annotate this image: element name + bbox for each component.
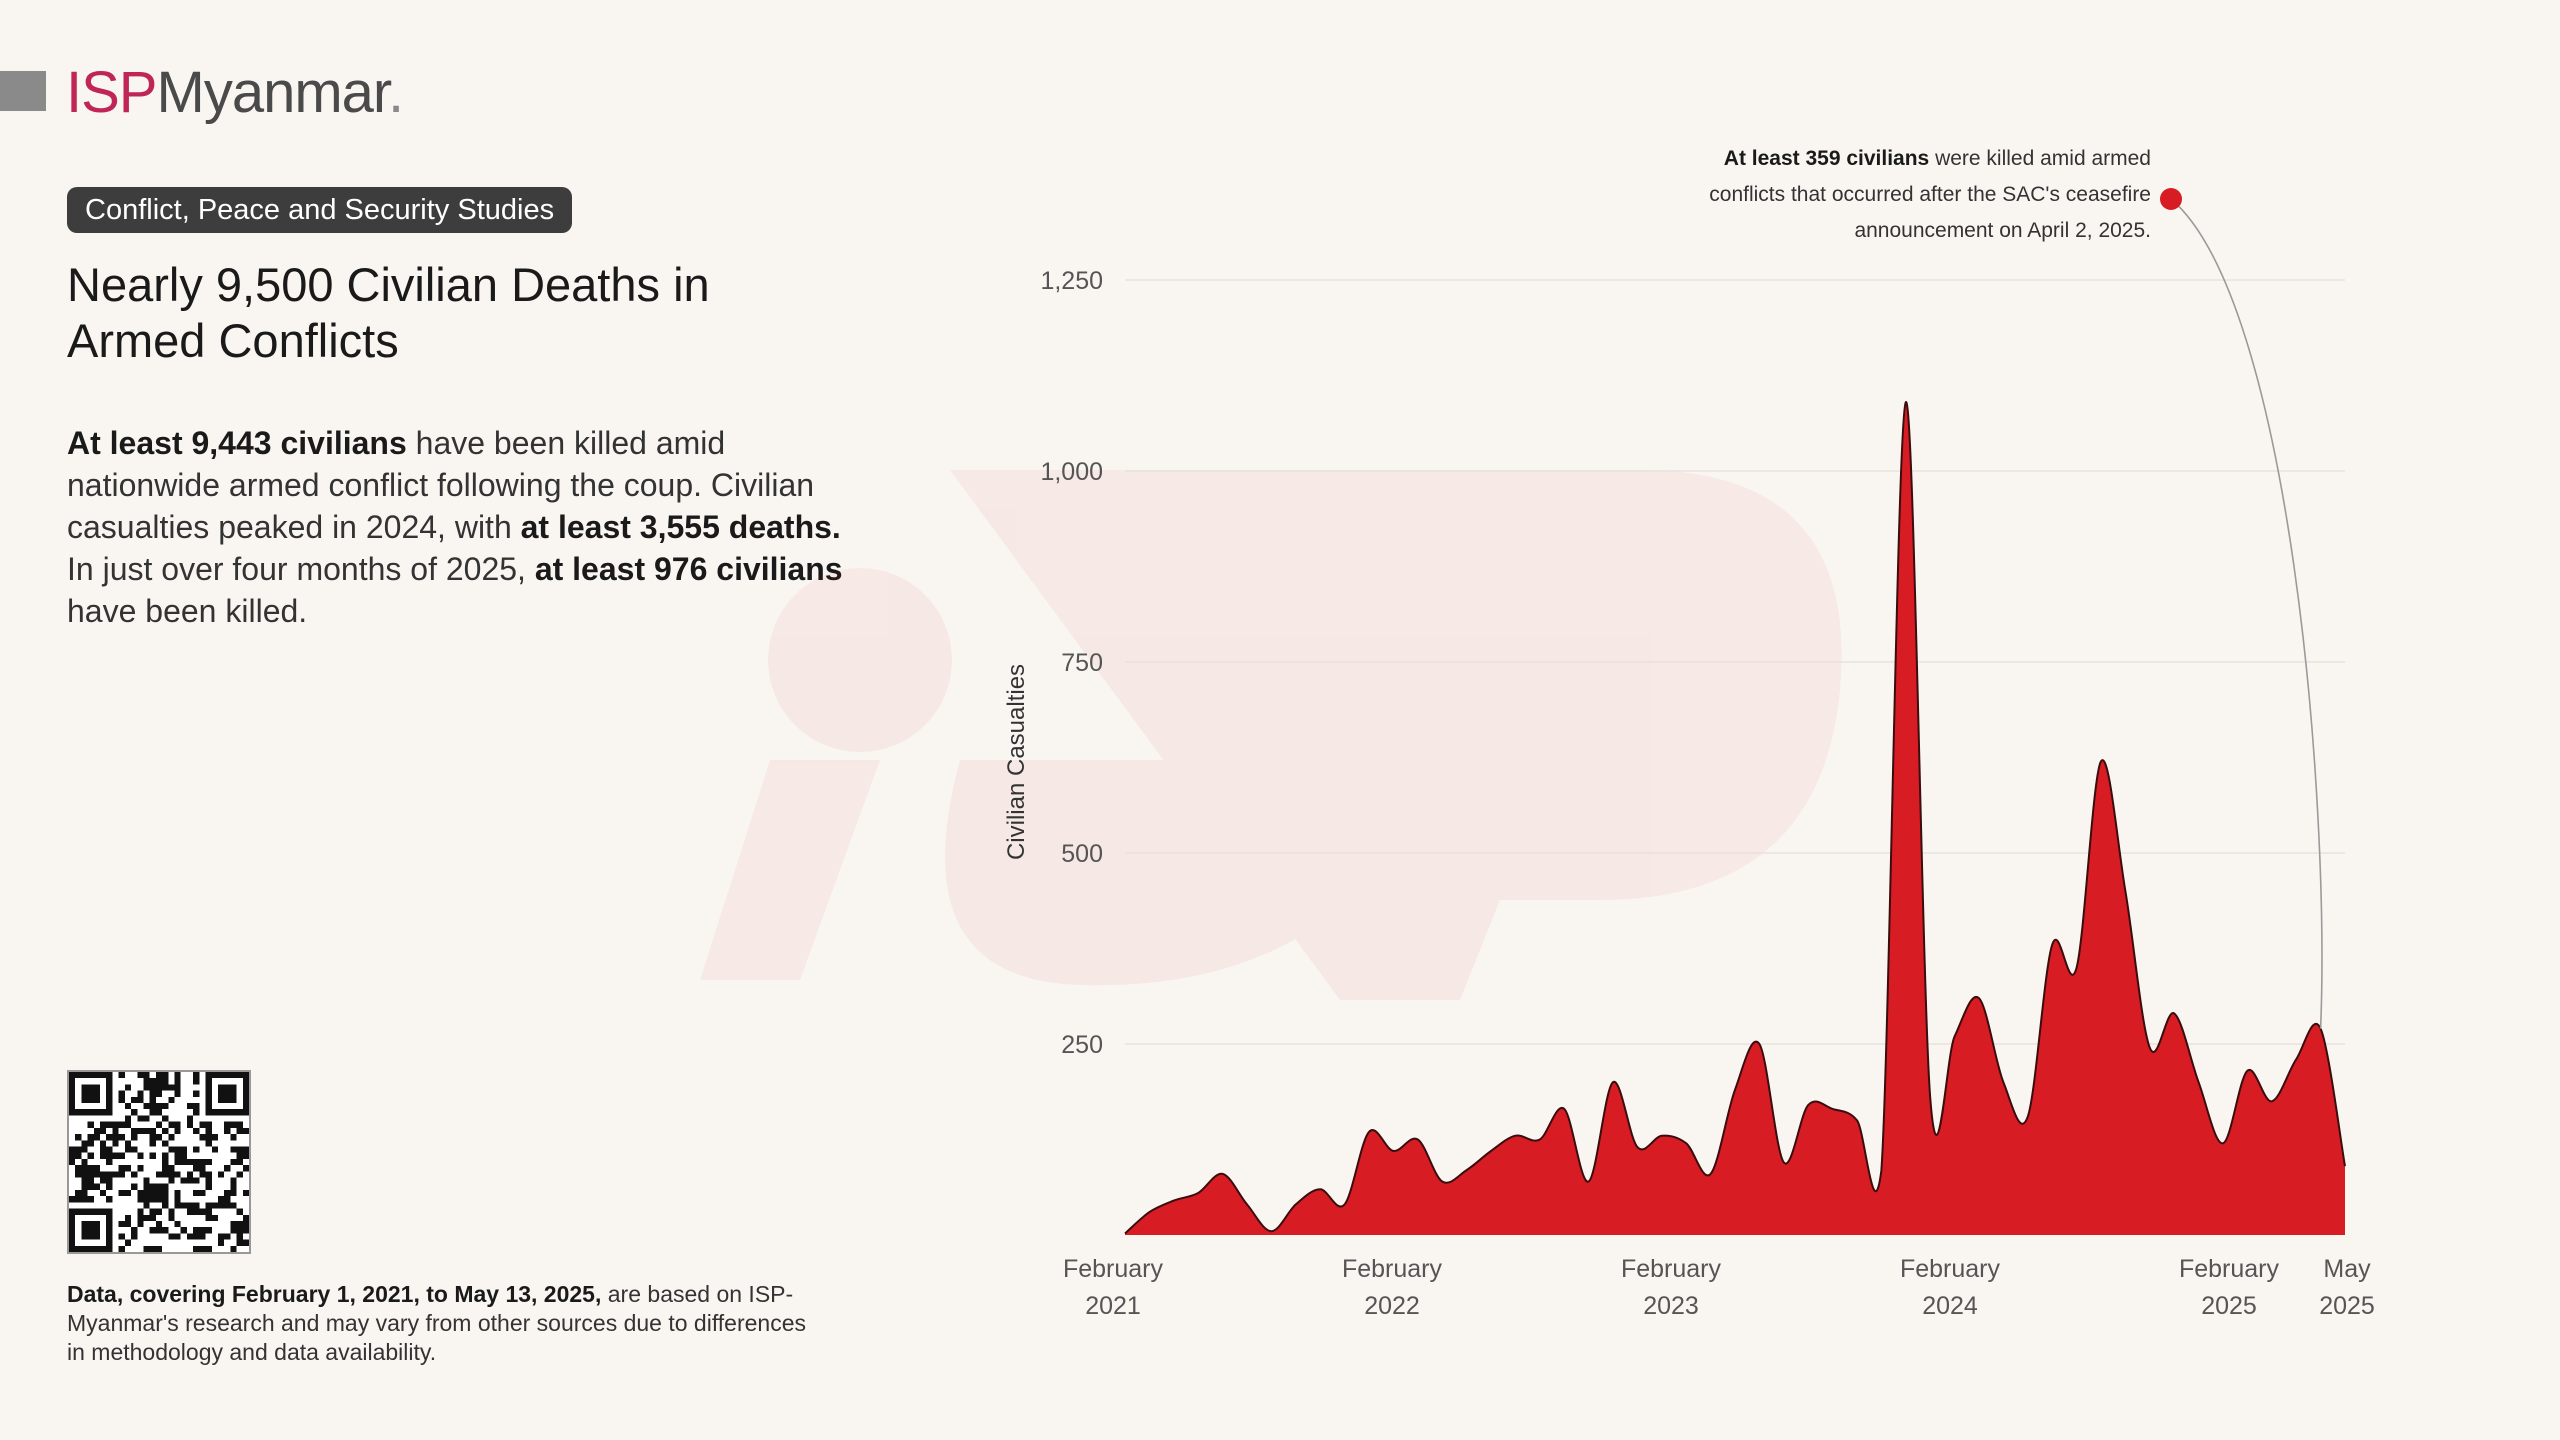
category-tag: Conflict, Peace and Security Studies	[67, 187, 573, 233]
x-tick-label: 2021	[1085, 1292, 1141, 1320]
series-area-fill	[1125, 402, 2345, 1236]
x-tick-label: 2025	[2319, 1292, 2375, 1320]
isp-myanmar-logo: ISPMyanmar.	[66, 60, 404, 125]
x-tick-label: February	[1900, 1255, 2001, 1283]
series-line	[1124, 401, 2346, 1235]
x-tick-label: 2024	[1922, 1292, 1978, 1320]
x-tick-label: February	[2179, 1255, 2280, 1283]
callout-line	[2170, 198, 2323, 1029]
x-tick-label: 2023	[1643, 1292, 1699, 1320]
x-tick-label: February	[1621, 1255, 1722, 1283]
page-title: Nearly 9,500 Civilian Deaths in Armed Co…	[67, 258, 710, 367]
data-source-note: Data, covering February 1, 2021, to May …	[67, 1281, 807, 1365]
y-tick-label: 750	[1061, 649, 1103, 677]
x-tick-label: 2022	[1364, 1292, 1420, 1320]
qr-code[interactable]	[67, 1070, 251, 1254]
logo-mark	[0, 71, 46, 111]
y-tick-label: 500	[1061, 840, 1103, 868]
callout-dot	[2160, 188, 2182, 210]
isp-watermark	[700, 470, 1842, 1000]
series-area	[1124, 401, 2346, 1236]
y-tick-label: 250	[1061, 1031, 1103, 1059]
x-tick-label: May	[2323, 1255, 2371, 1283]
y-axis-ticks: 250 500 750 1,000 1,250	[1040, 267, 1103, 1059]
x-axis-ticks: February 2021 February 2022 February 2023 Febr…	[1063, 1255, 2375, 1320]
x-tick-label: 2025	[2201, 1292, 2257, 1320]
x-tick-label: February	[1063, 1255, 1164, 1283]
y-tick-label: 1,000	[1040, 458, 1103, 486]
y-tick-label: 1,250	[1040, 267, 1103, 295]
x-tick-label: February	[1342, 1255, 1443, 1283]
y-axis-title: Civilian Casualties	[1003, 664, 1030, 860]
ceasefire-annotation: At least 359 civilians were killed amid …	[1709, 147, 2151, 242]
summary-text: At least 9,443 civilians have been kille…	[67, 425, 843, 629]
